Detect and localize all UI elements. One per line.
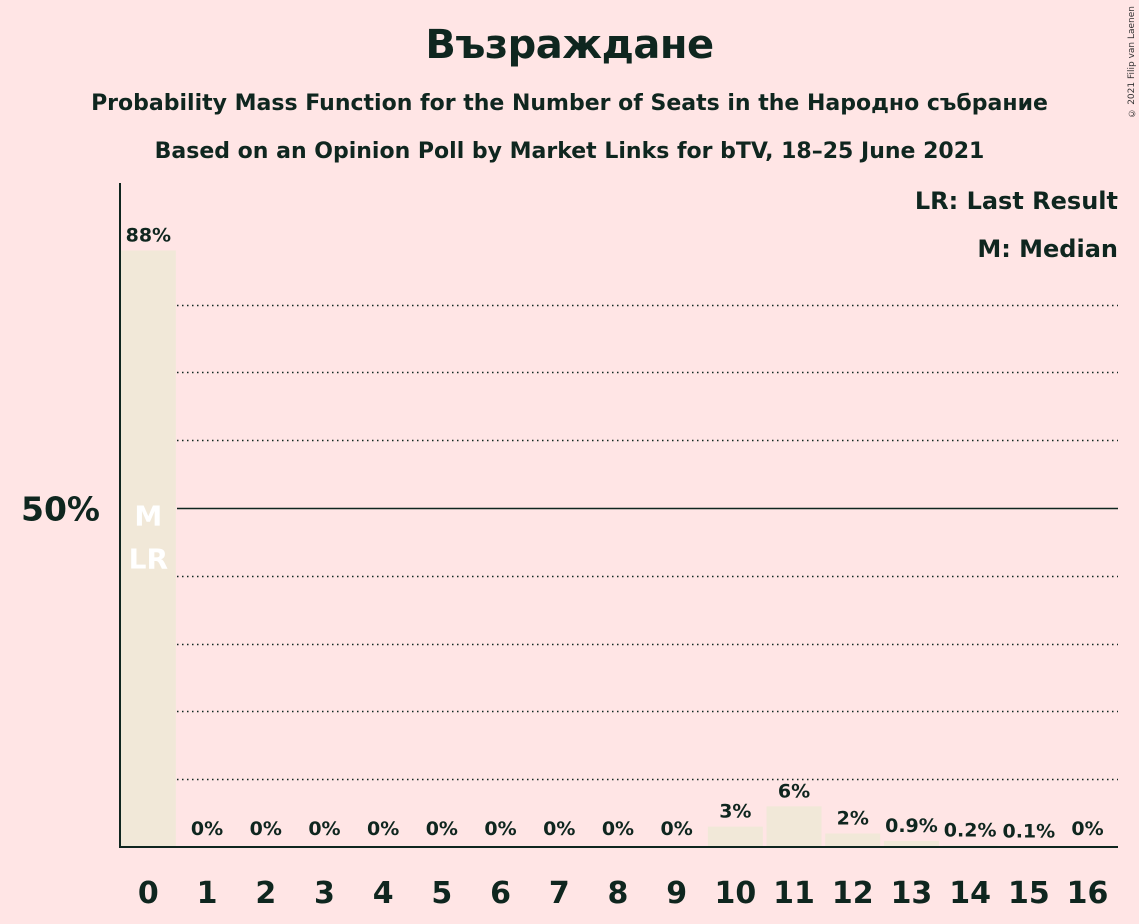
bar-seats-13 <box>883 840 939 847</box>
bar-value-label: 0% <box>602 818 634 840</box>
median-marker: M <box>134 500 162 533</box>
bar-value-label: 0% <box>1071 818 1103 840</box>
bar-seats-12 <box>825 833 881 847</box>
chart-title: Възраждане <box>425 22 714 68</box>
bar-seats-0 <box>120 250 176 847</box>
bar-value-label: 6% <box>778 780 810 802</box>
bar-value-label: 0.9% <box>885 815 938 837</box>
bar-value-label: 0% <box>308 818 340 840</box>
legend-entry: M: Median <box>977 235 1118 263</box>
x-tick-label: 16 <box>1067 876 1109 911</box>
x-tick-label: 9 <box>666 876 687 911</box>
x-tick-label: 10 <box>714 876 756 911</box>
x-tick-label: 8 <box>608 876 629 911</box>
x-tick-label: 5 <box>431 876 452 911</box>
bar-value-label: 0.2% <box>944 820 997 842</box>
bar-value-label: 0% <box>367 818 399 840</box>
chart-subtitle-source: Based on an Opinion Poll by Market Links… <box>154 139 985 164</box>
x-tick-label: 11 <box>773 876 815 911</box>
bar-value-label: 0% <box>661 818 693 840</box>
x-tick-label: 4 <box>373 876 394 911</box>
bar-value-label: 0% <box>191 818 223 840</box>
x-tick-label: 3 <box>314 876 335 911</box>
bar-seats-10 <box>707 826 763 847</box>
bar-value-label: 0% <box>250 818 282 840</box>
bar-value-label: 3% <box>719 801 751 823</box>
x-tick-label: 1 <box>197 876 218 911</box>
chart-subtitle: Probability Mass Function for the Number… <box>91 91 1048 116</box>
x-tick-label: 12 <box>832 876 874 911</box>
bar-value-label: 0% <box>426 818 458 840</box>
y-tick-label: 50% <box>21 490 100 529</box>
x-tick-label: 15 <box>1008 876 1050 911</box>
bar-value-label: 88% <box>126 224 171 246</box>
bar-value-label: 2% <box>837 807 869 829</box>
bar-value-label: 0% <box>543 818 575 840</box>
bar-value-label: 0.1% <box>1002 820 1055 842</box>
x-tick-label: 6 <box>490 876 511 911</box>
bar-seats-11 <box>766 806 822 847</box>
last-result-marker: LR <box>129 543 168 576</box>
x-tick-label: 0 <box>138 876 159 911</box>
x-tick-label: 7 <box>549 876 570 911</box>
x-tick-label: 14 <box>949 876 991 911</box>
x-tick-label: 13 <box>891 876 933 911</box>
bar-value-label: 0% <box>484 818 516 840</box>
legend-entry: LR: Last Result <box>915 187 1118 215</box>
x-tick-label: 2 <box>255 876 276 911</box>
